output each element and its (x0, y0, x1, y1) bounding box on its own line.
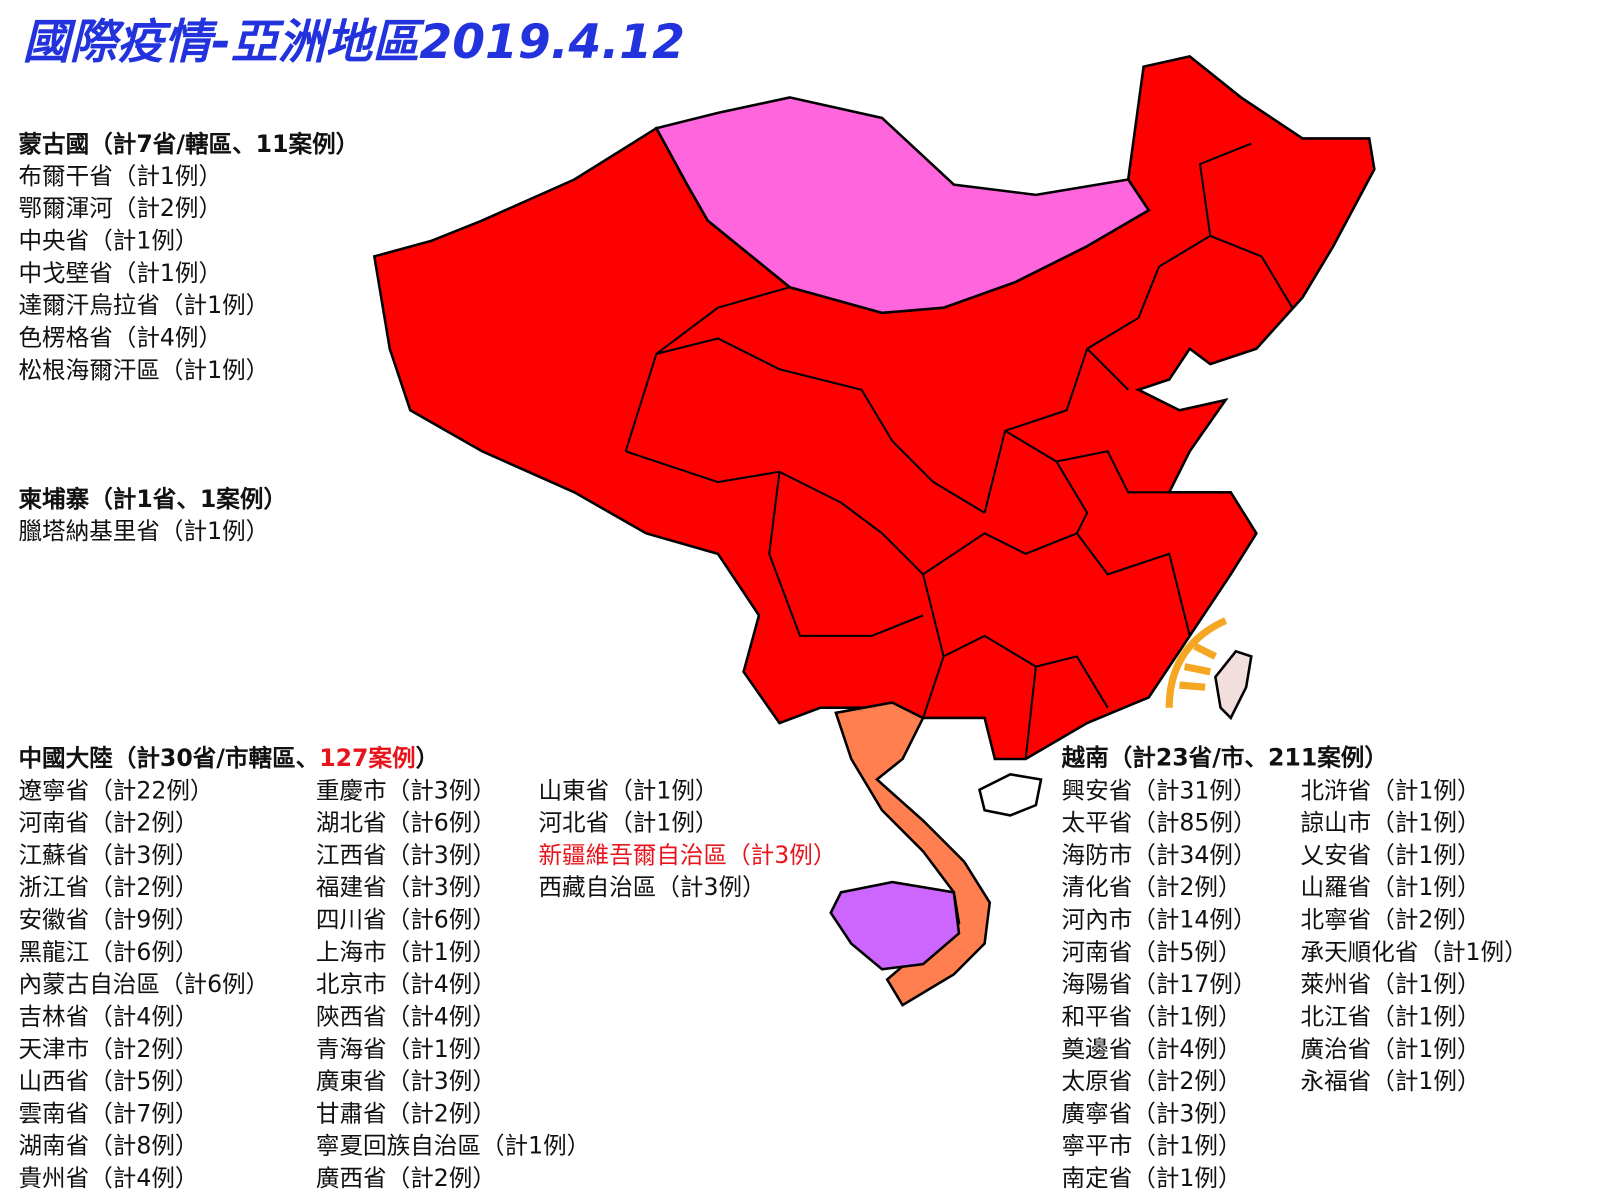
list-item: 甘肅省（計2例） (316, 1099, 496, 1127)
legend-texts: 蒙古國（計7省/轄區、11案例） 布爾干省（計1例） 鄂爾渾河（計2例） 中央省（計1… (18, 130, 1527, 1192)
list-item: 奠邊省（計4例） (1062, 1035, 1242, 1063)
list-item: 西藏自治區（計3例） (538, 873, 765, 901)
list-item: 色楞格省（計4例） (18, 323, 222, 351)
section-heading: 中國大陸（計30省/市轄區、127案例） (18, 743, 439, 771)
list-item: 福建省（計3例） (316, 873, 496, 901)
mongolia-region (654, 96, 1151, 315)
list-item: 黑龍江（計6例） (18, 938, 198, 966)
list-item: 臘塔納基里省（計1例） (18, 517, 269, 545)
list-item: 內蒙古自治區（計6例） (18, 970, 269, 998)
taiwan-island (1214, 649, 1253, 721)
list-item: 太原省（計2例） (1062, 1067, 1242, 1095)
list-item: 寧夏回族自治區（計1例） (316, 1132, 590, 1160)
heading-part: 中國大陸（計30省/市轄區、 (18, 743, 319, 771)
list-item: 山羅省（計1例） (1301, 873, 1481, 901)
list-item: 承天順化省（計1例） (1301, 938, 1528, 966)
list-item: 湖北省（計6例） (316, 809, 496, 837)
list-item: 北江省（計1例） (1301, 1002, 1481, 1030)
map (372, 55, 1376, 1007)
list-item: 太平省（計85例） (1062, 809, 1257, 837)
list-item: 四川省（計6例） (316, 906, 496, 934)
list-item: 北浒省（計1例） (1301, 776, 1481, 804)
list-item: 河南省（計2例） (18, 809, 198, 837)
list-item: 乂安省（計1例） (1301, 841, 1481, 869)
list-item: 布爾干省（計1例） (18, 162, 222, 190)
list-item: 廣東省（計3例） (316, 1067, 496, 1095)
title: 國際疫情-亞洲地區2019.4.12 (23, 15, 685, 70)
list-item: 天津市（計2例） (18, 1035, 198, 1063)
list-item: 廣西省（計2例） (316, 1164, 496, 1192)
list-item: 中央省（計1例） (18, 227, 198, 255)
heading-part: ） (416, 743, 440, 771)
list-item: 上海市（計1例） (316, 938, 496, 966)
list-item: 松根海爾汗區（計1例） (18, 356, 269, 384)
list-item: 山東省（計1例） (538, 776, 718, 804)
list-item: 河內市（計14例） (1062, 906, 1257, 934)
list-item: 新疆維吾爾自治區（計3例） (538, 841, 836, 869)
list-item: 寧平市（計1例） (1062, 1132, 1242, 1160)
list-item: 萊州省（計1例） (1301, 970, 1481, 998)
list-item: 陝西省（計4例） (316, 1002, 496, 1030)
list-item: 永福省（計1例） (1301, 1067, 1481, 1095)
list-item: 江蘇省（計3例） (18, 841, 198, 869)
heading-highlight: 127案例 (319, 743, 415, 771)
list-item: 南定省（計1例） (1062, 1164, 1242, 1192)
list-item: 廣治省（計1例） (1301, 1035, 1481, 1063)
section-heading: 越南（計23省/市、211案例） (1062, 743, 1388, 771)
list-item: 河北省（計1例） (538, 809, 718, 837)
cambodia-region (829, 880, 961, 971)
list-item: 遼寧省（計22例） (18, 776, 213, 804)
section-heading: 柬埔寨（計1省、1案例） (18, 485, 287, 513)
list-item: 北寧省（計2例） (1301, 906, 1481, 934)
list-item: 興安省（計31例） (1062, 776, 1257, 804)
list-item: 雲南省（計7例） (18, 1099, 198, 1127)
list-item: 諒山市（計1例） (1301, 809, 1481, 837)
list-item: 河南省（計5例） (1062, 938, 1242, 966)
arrows (1165, 617, 1228, 708)
list-item: 鄂爾渾河（計2例） (18, 194, 222, 222)
list-item: 達爾汗烏拉省（計1例） (18, 291, 269, 319)
list-item: 中戈壁省（計1例） (18, 259, 222, 287)
list-item: 廣寧省（計3例） (1062, 1099, 1242, 1127)
list-item: 江西省（計3例） (316, 841, 496, 869)
list-item: 重慶市（計3例） (316, 776, 496, 804)
hainan-island (977, 773, 1043, 817)
section-heading: 蒙古國（計7省/轄區、11案例） (18, 130, 359, 158)
list-item: 貴州省（計4例） (18, 1164, 198, 1192)
list-item: 山西省（計5例） (18, 1067, 198, 1095)
list-item: 吉林省（計4例） (18, 1002, 198, 1030)
list-item: 海陽省（計17例） (1062, 970, 1257, 998)
list-item: 和平省（計1例） (1062, 1002, 1242, 1030)
list-item: 清化省（計2例） (1062, 873, 1242, 901)
list-item: 青海省（計1例） (316, 1035, 496, 1063)
list-item: 湖南省（計8例） (18, 1132, 198, 1160)
list-item: 海防市（計34例） (1062, 841, 1257, 869)
list-item: 安徽省（計9例） (18, 906, 198, 934)
province-borders (624, 142, 1294, 760)
list-item: 浙江省（計2例） (18, 873, 198, 901)
list-item: 北京市（計4例） (316, 970, 496, 998)
